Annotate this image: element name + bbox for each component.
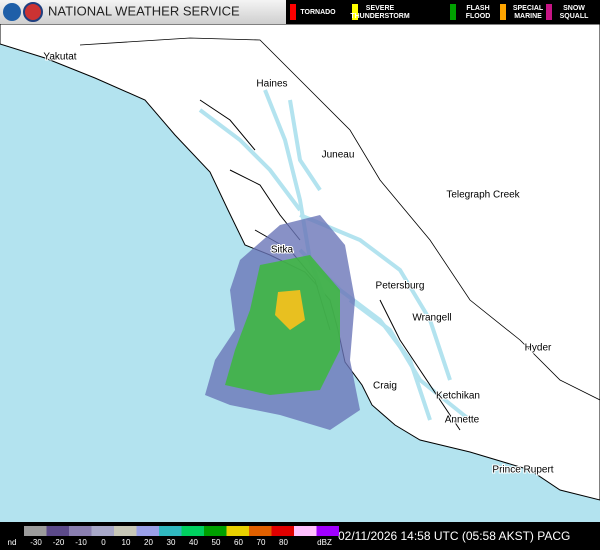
- warning-swatch: [546, 4, 552, 20]
- warning-swatch: [500, 4, 506, 20]
- place-label: Wrangell: [412, 313, 451, 324]
- scale-label: nd: [8, 538, 17, 547]
- place-label: Petersburg: [376, 281, 425, 292]
- scale-swatch: [114, 526, 137, 536]
- scale-label: -10: [75, 538, 87, 547]
- noaa-logo: [3, 3, 21, 21]
- scale-swatch: [294, 526, 317, 536]
- scale-swatch: [159, 526, 182, 536]
- scale-label: -30: [30, 538, 42, 547]
- scale-swatch: [271, 526, 294, 536]
- warning-label: TORNADO: [300, 9, 336, 16]
- place-label: Hyder: [525, 343, 552, 354]
- place-label: Annette: [445, 415, 480, 426]
- place-label: Ketchikan: [436, 391, 480, 402]
- scale-swatch: [204, 526, 227, 536]
- timestamp: 02/11/2026 14:58 UTC (05:58 AKST) PACG: [338, 529, 570, 543]
- radar-echoes: [205, 215, 360, 430]
- place-label: Sitka: [271, 245, 294, 256]
- place-label: Haines: [256, 79, 287, 90]
- scale-label: 70: [257, 538, 266, 547]
- warning-swatch: [290, 4, 296, 20]
- scale-label: 50: [212, 538, 221, 547]
- place-label: Yakutat: [43, 52, 76, 63]
- border: [79, 37, 600, 401]
- scale-swatch: [24, 526, 47, 536]
- channels: [198, 89, 472, 422]
- warning-swatch: [450, 4, 456, 20]
- scale-swatch: [249, 526, 272, 536]
- warning-label: SEVERE THUNDERSTORM: [350, 5, 410, 20]
- scale-label: 0: [101, 538, 106, 547]
- scale-label: 20: [144, 538, 153, 547]
- warning-label: FLASH FLOOD: [466, 5, 491, 20]
- scale-swatch: [226, 526, 249, 536]
- scale-swatch: [46, 526, 69, 536]
- scale-label: 60: [234, 538, 243, 547]
- place-label: Juneau: [322, 150, 355, 161]
- scale-swatch: [181, 526, 204, 536]
- scale-label: 10: [122, 538, 131, 547]
- warning-swatch: [352, 4, 358, 20]
- scale-label: 30: [167, 538, 176, 547]
- scale-label: 80: [279, 538, 288, 547]
- scale-label: dBZ: [317, 538, 332, 547]
- nws-logo: [23, 2, 43, 22]
- scale-label: 40: [189, 538, 198, 547]
- warning-label: SPECIAL MARINE: [513, 5, 544, 20]
- scale-swatch: [91, 526, 114, 536]
- place-label: Telegraph Creek: [446, 190, 520, 201]
- agency-title: NATIONAL WEATHER SERVICE: [48, 3, 240, 18]
- scale-label: -20: [53, 538, 65, 547]
- place-label: Prince Rupert: [492, 465, 553, 476]
- scale-swatch: [316, 526, 339, 536]
- warning-label: SNOW SQUALL: [560, 5, 590, 20]
- scale-swatch: [69, 526, 92, 536]
- place-label: Craig: [373, 381, 397, 392]
- scale-swatch: [136, 526, 159, 536]
